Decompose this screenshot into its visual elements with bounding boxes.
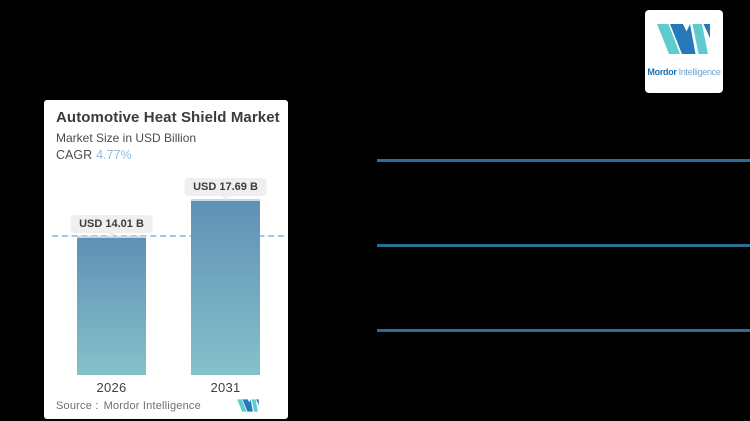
chart-title: Automotive Heat Shield Market [56,109,280,126]
mi-mark-small-icon [237,399,259,417]
axis-label-2026: 2026 [96,380,127,395]
bar-2031: USD 17.69 B 2031 [184,178,267,395]
separator-line-3 [377,329,750,332]
bar-2026: USD 14.01 B 2026 [70,215,153,395]
mi-mark-icon [657,24,710,54]
brand-name-bold: Mordor [647,67,677,77]
cagr-label: CAGR [56,148,93,162]
reference-dashed-line [52,235,284,237]
value-badge-2026: USD 14.01 B [70,215,153,237]
chart-subtitle: Market Size in USD Billion [56,131,197,145]
source-attribution: Source : Mordor Intelligence [56,400,201,412]
axis-label-2031: 2031 [210,380,241,395]
mordor-logo-card: Mordor Intelligence [645,10,723,93]
cagr-row: CAGR 4.77% [56,148,132,162]
market-chart-card: Automotive Heat Shield Market Market Siz… [44,100,288,419]
brand-wordmark: Mordor Intelligence [645,67,723,77]
value-badge-2031: USD 17.69 B [184,178,267,200]
bar-plot: USD 14.01 B 2026 USD 17.69 B 2031 [44,100,288,419]
separator-line-2 [377,244,750,247]
source-value: Mordor Intelligence [103,400,201,412]
brand-name-light: Intelligence [678,67,721,77]
cagr-value: 4.77% [96,148,132,162]
separator-line-1 [377,159,750,162]
source-label: Source : [56,400,99,412]
